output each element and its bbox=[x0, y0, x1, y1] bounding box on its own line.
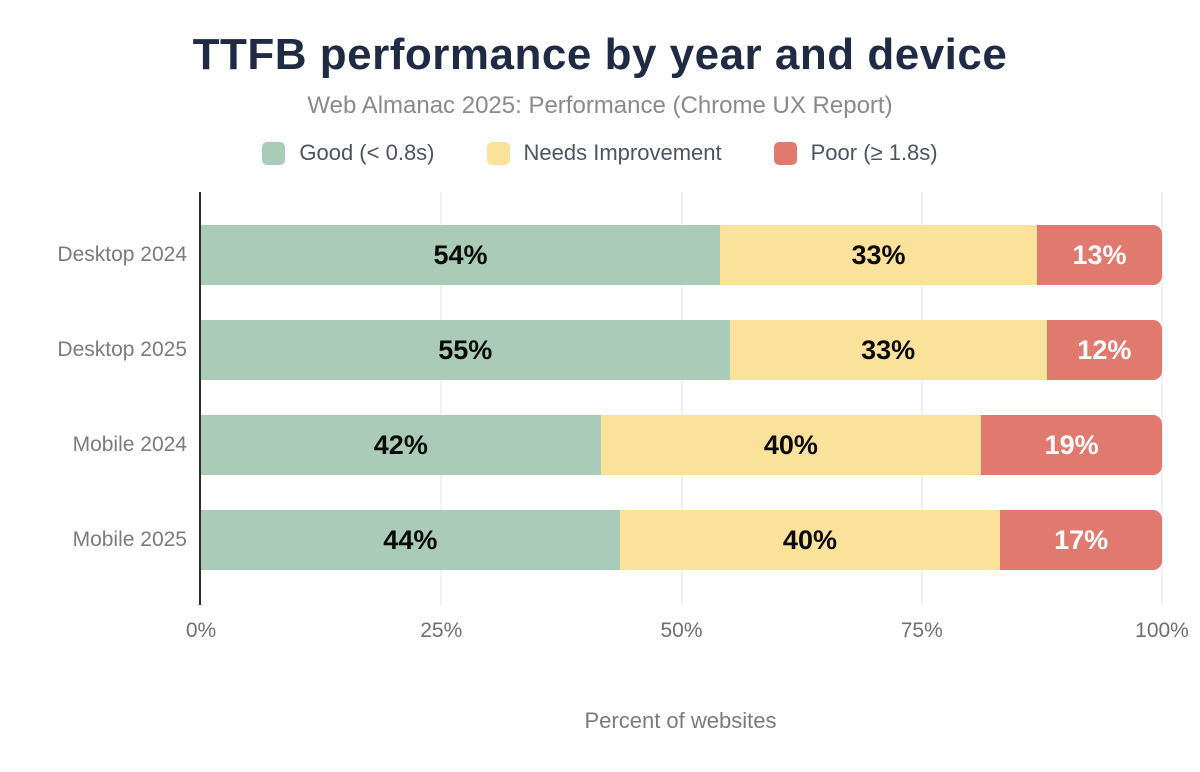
bar-value-label: 54% bbox=[433, 239, 488, 270]
bar-segment: 33% bbox=[719, 225, 1038, 285]
plot-area: Desktop 2024 54% 33% 13% Desktop 2025 55% 33% 1… bbox=[57, 192, 1189, 642]
x-tick-label: 100% bbox=[1135, 619, 1189, 642]
bar-value-label: 12% bbox=[1077, 334, 1132, 365]
legend-item-1: Needs Improvement bbox=[486, 140, 722, 166]
category-label: Mobile 2024 bbox=[72, 433, 187, 456]
bar-value-label: 17% bbox=[1054, 524, 1109, 555]
bar-segment: 40% bbox=[600, 415, 982, 475]
bar-row-mobile-2024: Mobile 2024 42% 40% 19% bbox=[73, 415, 1162, 475]
bar-rows: Desktop 2024 54% 33% 13% Desktop 2025 55% 33% 1… bbox=[57, 192, 1162, 570]
bar-value-label: 13% bbox=[1072, 239, 1127, 270]
category-label: Mobile 2025 bbox=[72, 528, 187, 551]
bar-value-label: 55% bbox=[438, 334, 493, 365]
bar-value-label: 33% bbox=[851, 239, 906, 270]
bar-segment: 44% bbox=[201, 510, 620, 570]
bar-value-label: 19% bbox=[1044, 429, 1099, 460]
bar-segment: 12% bbox=[1046, 320, 1162, 380]
x-axis-label: Percent of websites bbox=[584, 708, 777, 733]
legend-label: Good (< 0.8s) bbox=[299, 140, 435, 165]
bar-segment: 17% bbox=[1000, 510, 1162, 570]
legend: Good (< 0.8s) Needs Improvement Poor (≥ 1.… bbox=[0, 140, 1200, 166]
bar-segment: 33% bbox=[729, 320, 1047, 380]
legend-label: Needs Improvement bbox=[523, 140, 722, 165]
legend-swatch-icon bbox=[486, 141, 510, 165]
bar-segment: 13% bbox=[1037, 225, 1162, 285]
gridline-25 bbox=[440, 192, 443, 605]
legend-swatch-icon bbox=[262, 141, 286, 165]
bar-value-label: 40% bbox=[782, 524, 837, 555]
bar-segment: 42% bbox=[201, 415, 601, 475]
gridline-75 bbox=[920, 192, 923, 605]
x-tick-label: 25% bbox=[420, 619, 463, 642]
bar-value-label: 33% bbox=[861, 334, 916, 365]
bar-segment: 54% bbox=[201, 225, 720, 285]
category-label: Desktop 2025 bbox=[57, 338, 187, 361]
category-label: Desktop 2024 bbox=[57, 243, 187, 266]
legend-label: Poor (≥ 1.8s) bbox=[810, 140, 938, 165]
gridline-50 bbox=[680, 192, 683, 605]
bar-row-desktop-2024: Desktop 2024 54% 33% 13% bbox=[57, 225, 1162, 285]
bar-value-label: 44% bbox=[383, 524, 438, 555]
bar-row-desktop-2025: Desktop 2025 55% 33% 12% bbox=[57, 320, 1162, 380]
bar-value-label: 42% bbox=[373, 429, 428, 460]
bar-segment: 40% bbox=[619, 510, 1001, 570]
gridline-100 bbox=[1161, 192, 1163, 605]
chart-subtitle: Web Almanac 2025: Performance (Chrome UX… bbox=[307, 92, 893, 119]
chart-title: TTFB performance by year and device bbox=[192, 30, 1008, 79]
legend-item-0: Good (< 0.8s) bbox=[262, 140, 435, 166]
x-tick-label: 75% bbox=[900, 619, 943, 642]
bar-row-mobile-2025: Mobile 2025 44% 40% 17% bbox=[73, 510, 1162, 570]
bar-segment: 55% bbox=[201, 320, 730, 380]
legend-item-2: Poor (≥ 1.8s) bbox=[773, 140, 938, 166]
bar-segment: 19% bbox=[981, 415, 1162, 475]
x-tick-label: 0% bbox=[185, 619, 217, 642]
bar-value-label: 40% bbox=[763, 429, 818, 460]
legend-swatch-icon bbox=[773, 141, 797, 165]
x-tick-label: 50% bbox=[660, 619, 703, 642]
